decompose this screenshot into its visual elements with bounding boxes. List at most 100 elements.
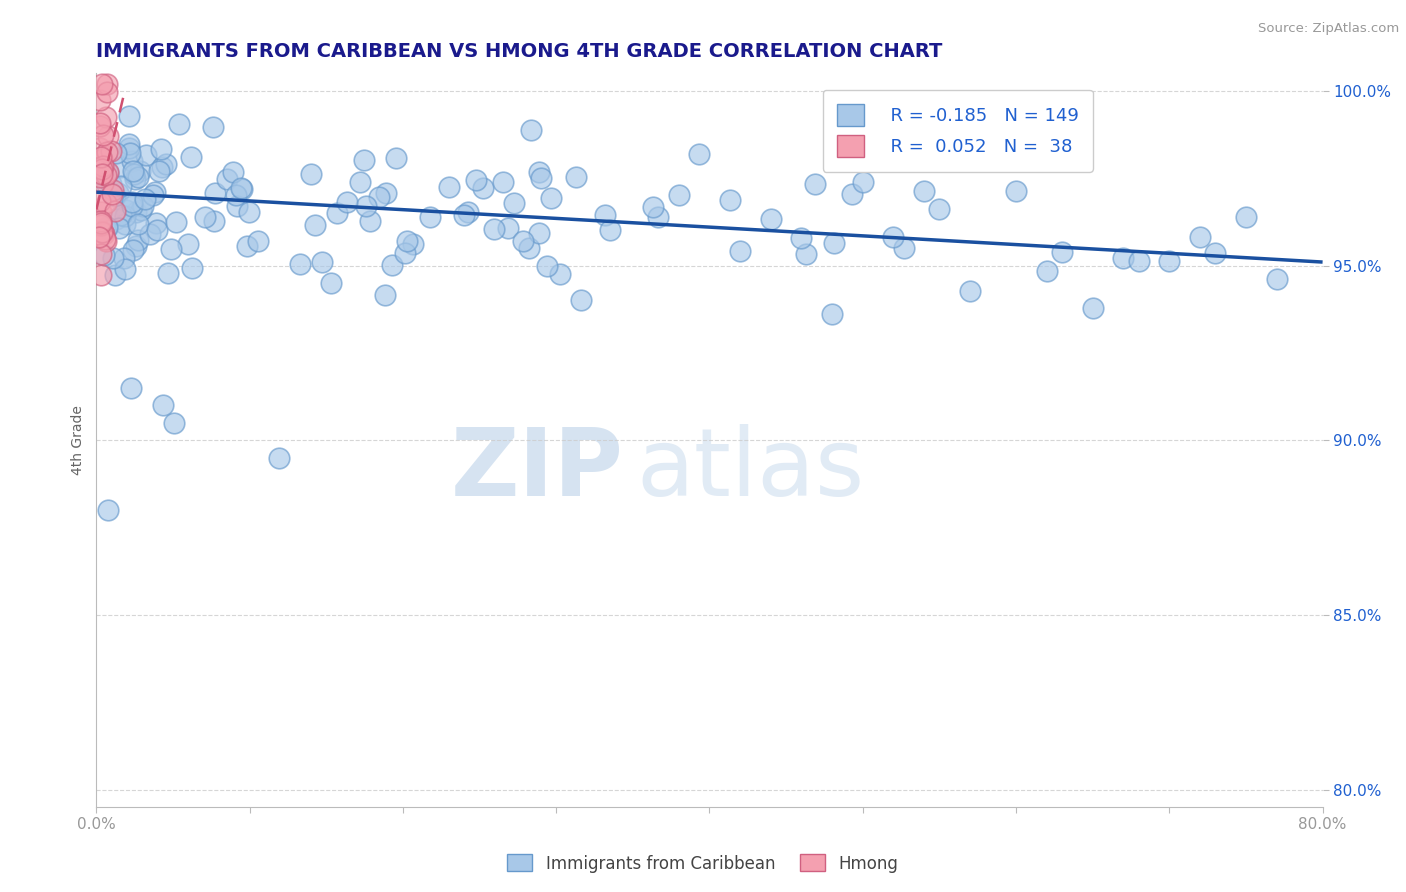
Point (90, 205, 112, 219)
Point (852, 175, 875, 189)
Point (121, 199, 143, 213)
Point (134, 192, 156, 206)
Point (396, 234, 419, 248)
Point (104, 204, 127, 219)
Point (299, 167, 322, 181)
Point (89, 93, 111, 107)
Point (129, 202, 152, 217)
Point (204, 186, 226, 201)
Point (464, 173, 486, 187)
Point (202, 213, 225, 227)
Point (353, 153, 375, 167)
Point (288, 257, 311, 271)
Point (101, 252, 124, 266)
Point (718, 193, 741, 207)
Point (110, 178, 132, 193)
Point (821, 307, 844, 321)
Point (359, 214, 381, 228)
Point (201, 120, 224, 134)
Point (91, 167, 114, 181)
Point (790, 231, 813, 245)
Point (97, 164, 120, 178)
Point (688, 146, 710, 161)
Point (108, 221, 131, 235)
Point (90, 247, 112, 261)
Point (457, 205, 479, 219)
Point (91, 153, 114, 167)
Point (90, 268, 112, 282)
Point (89, 229, 111, 244)
Point (89, 170, 111, 185)
Point (529, 226, 551, 240)
Point (368, 190, 391, 204)
Point (668, 188, 690, 202)
Text: ZIP: ZIP (451, 424, 624, 516)
Legend:   R = -0.185   N = 149,   R =  0.052   N =  38: R = -0.185 N = 149, R = 0.052 N = 38 (823, 90, 1092, 172)
Point (155, 157, 177, 171)
Point (217, 172, 239, 186)
Point (91, 159, 114, 173)
Point (122, 163, 145, 178)
Point (1159, 254, 1181, 268)
Point (118, 109, 141, 123)
Point (139, 227, 162, 242)
Point (90, 219, 112, 233)
Point (107, 186, 129, 200)
Point (225, 188, 247, 202)
Point (759, 211, 782, 226)
Point (114, 262, 136, 277)
Point (110, 208, 132, 222)
Point (912, 185, 935, 199)
Point (103, 268, 125, 282)
Point (97, 503, 120, 517)
Point (96, 145, 118, 159)
Point (647, 210, 669, 224)
Point (437, 180, 460, 194)
Point (326, 206, 349, 220)
Point (247, 234, 270, 248)
Point (127, 233, 149, 247)
Point (882, 229, 904, 244)
Point (89, 120, 111, 134)
Point (1035, 264, 1057, 278)
Point (160, 242, 183, 256)
Text: atlas: atlas (636, 424, 865, 516)
Point (484, 222, 506, 236)
Point (91, 77, 114, 91)
Point (928, 202, 950, 217)
Point (374, 186, 396, 200)
Point (127, 170, 149, 185)
Point (94, 110, 117, 124)
Point (122, 167, 145, 181)
Point (841, 187, 863, 202)
Point (118, 146, 141, 161)
Point (152, 398, 174, 412)
Point (503, 196, 526, 211)
Point (156, 266, 179, 280)
Point (728, 244, 751, 258)
Point (641, 200, 664, 214)
Point (165, 214, 187, 228)
Point (1005, 184, 1028, 198)
Point (238, 204, 260, 219)
Point (125, 239, 148, 253)
Point (540, 191, 562, 205)
Point (117, 141, 139, 155)
Point (236, 238, 259, 252)
Point (269, 450, 291, 465)
Point (530, 171, 553, 186)
Point (823, 236, 845, 251)
Point (93, 227, 115, 241)
Point (304, 218, 326, 232)
Point (569, 293, 592, 307)
Point (167, 117, 190, 131)
Point (121, 195, 143, 210)
Point (89, 116, 111, 130)
Point (162, 416, 184, 430)
Point (145, 216, 167, 230)
Point (121, 154, 143, 169)
Point (105, 146, 128, 161)
Point (354, 199, 377, 213)
Point (91, 128, 114, 142)
Point (1128, 254, 1150, 268)
